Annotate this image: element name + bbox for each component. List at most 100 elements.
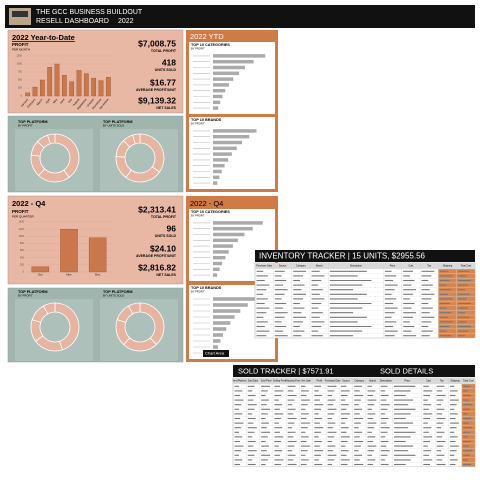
sold-title: SOLD TRACKER | $7571.91: [238, 366, 334, 375]
bar: [105, 77, 111, 97]
column-header: Price: [404, 380, 410, 383]
header-year: 2022: [118, 18, 134, 25]
bar: [213, 309, 241, 313]
bar: [213, 232, 245, 237]
bar: [213, 83, 229, 87]
bar: [213, 129, 257, 133]
y-tick-label: 800: [20, 242, 25, 245]
y-tick-label: 0: [23, 271, 25, 274]
column-header: Category: [354, 380, 365, 383]
chart-title: PROFIT: [12, 209, 29, 214]
bar: [213, 71, 240, 76]
stat-value: 418: [162, 57, 176, 67]
stat-label: UNITS SOLD: [155, 68, 177, 72]
y-tick-label: 1000: [18, 235, 24, 238]
bar: [213, 339, 221, 343]
bar: [213, 321, 231, 325]
chart-title: TOP 10 BRANDS: [191, 286, 222, 290]
bar: [213, 261, 223, 266]
column-header: Tax: [440, 380, 445, 383]
bar: [61, 75, 67, 97]
inventory-title: INVENTORY TRACKER | 15 UNITS, $2955.56: [259, 252, 426, 261]
y-tick-label: 250: [18, 87, 23, 90]
bar: [31, 266, 50, 273]
bar: [213, 59, 254, 64]
x-tick-label: August: [72, 97, 81, 106]
table: [232, 377, 476, 468]
chart-panel: [189, 117, 275, 189]
logo-mark: [12, 11, 28, 17]
column-header: Profit: [317, 380, 323, 383]
table-header: [255, 263, 475, 269]
column-header: Shipping Fees: [285, 380, 301, 383]
bar: [213, 134, 250, 139]
ytd-donut-panel: [7, 115, 184, 193]
chart-subtitle: BY PROFIT: [191, 122, 205, 126]
bar: [88, 237, 107, 273]
column-header: Brand: [369, 380, 376, 383]
bar: [83, 73, 89, 97]
stat-label: TOTAL PROFIT: [151, 49, 177, 53]
tooltip-box: [203, 350, 229, 357]
y-tick-label: 1000: [16, 63, 22, 66]
chart-title: TOP 10 CATEGORIES: [191, 43, 230, 47]
x-tick-label: March: [36, 97, 44, 106]
donut-title: TOP PLATFORM: [18, 290, 48, 294]
panel-title: 2022 YTD: [190, 32, 224, 41]
donut-title: TOP PLATFORM: [103, 120, 133, 124]
stat-value: $2,816.82: [138, 262, 176, 272]
column-header: Total Cost: [461, 265, 472, 268]
column-header: Cost: [426, 380, 431, 383]
y-tick-label: 1250: [16, 55, 22, 58]
x-tick-label: October: [86, 97, 96, 107]
bar: [91, 77, 97, 97]
column-header: Purchase Date: [325, 380, 341, 383]
y-tick-label: 500: [18, 79, 23, 82]
bar: [54, 63, 60, 97]
bar: [213, 238, 238, 243]
y-tick-label: 0: [21, 95, 23, 98]
bar: [213, 169, 222, 174]
header-subtitle: RESELL DASHBOARD: [36, 18, 109, 25]
bar: [213, 88, 226, 93]
stat-value: $24.10: [150, 243, 176, 253]
stat-value: $2,313.41: [138, 204, 176, 214]
stat-label: UNITS SOLD: [155, 234, 177, 238]
bar: [213, 303, 248, 307]
column-header: Cost: [408, 265, 413, 268]
column-header: Purchase Date: [256, 265, 272, 268]
bar: [213, 244, 233, 248]
donut-subtitle: BY UNITS SOLD: [103, 124, 124, 128]
x-tick-label: Nov: [67, 273, 73, 277]
stat-label: TOTAL PROFIT: [151, 215, 177, 219]
donut-segment: [127, 302, 141, 315]
column-header: Description: [380, 380, 393, 383]
x-tick-label: February: [26, 97, 37, 109]
stat-value: $16.77: [150, 77, 176, 87]
donut-segment: [42, 302, 56, 315]
chart-title: TOP 10 CATEGORIES: [191, 210, 230, 214]
chart-subtitle: BY PROFIT: [191, 214, 205, 218]
y-tick-label: 1200: [18, 228, 24, 231]
column-header: Total Cost: [463, 380, 474, 383]
x-tick-label: September: [76, 97, 88, 110]
bar: [76, 70, 82, 97]
stat-label: AVERAGE PROFIT/UNIT: [136, 254, 177, 258]
stat-label: NET SALES: [156, 273, 176, 277]
column-header: Shipping: [450, 380, 460, 383]
bar: [32, 86, 38, 97]
x-tick-label: Oct: [38, 273, 43, 277]
bar: [213, 100, 221, 105]
sold-header: [233, 365, 475, 377]
column-header: Sold Price: [261, 380, 273, 383]
stat-value: 96: [167, 223, 177, 233]
x-tick-label: November: [91, 97, 102, 110]
column-header: Source: [342, 380, 350, 383]
bar: [213, 327, 227, 331]
bar: [39, 79, 45, 97]
y-tick-label: 400: [20, 256, 25, 259]
header-bar: [5, 5, 475, 28]
header-title: THE GCC BUSINESS BUILDOUT: [36, 9, 143, 16]
